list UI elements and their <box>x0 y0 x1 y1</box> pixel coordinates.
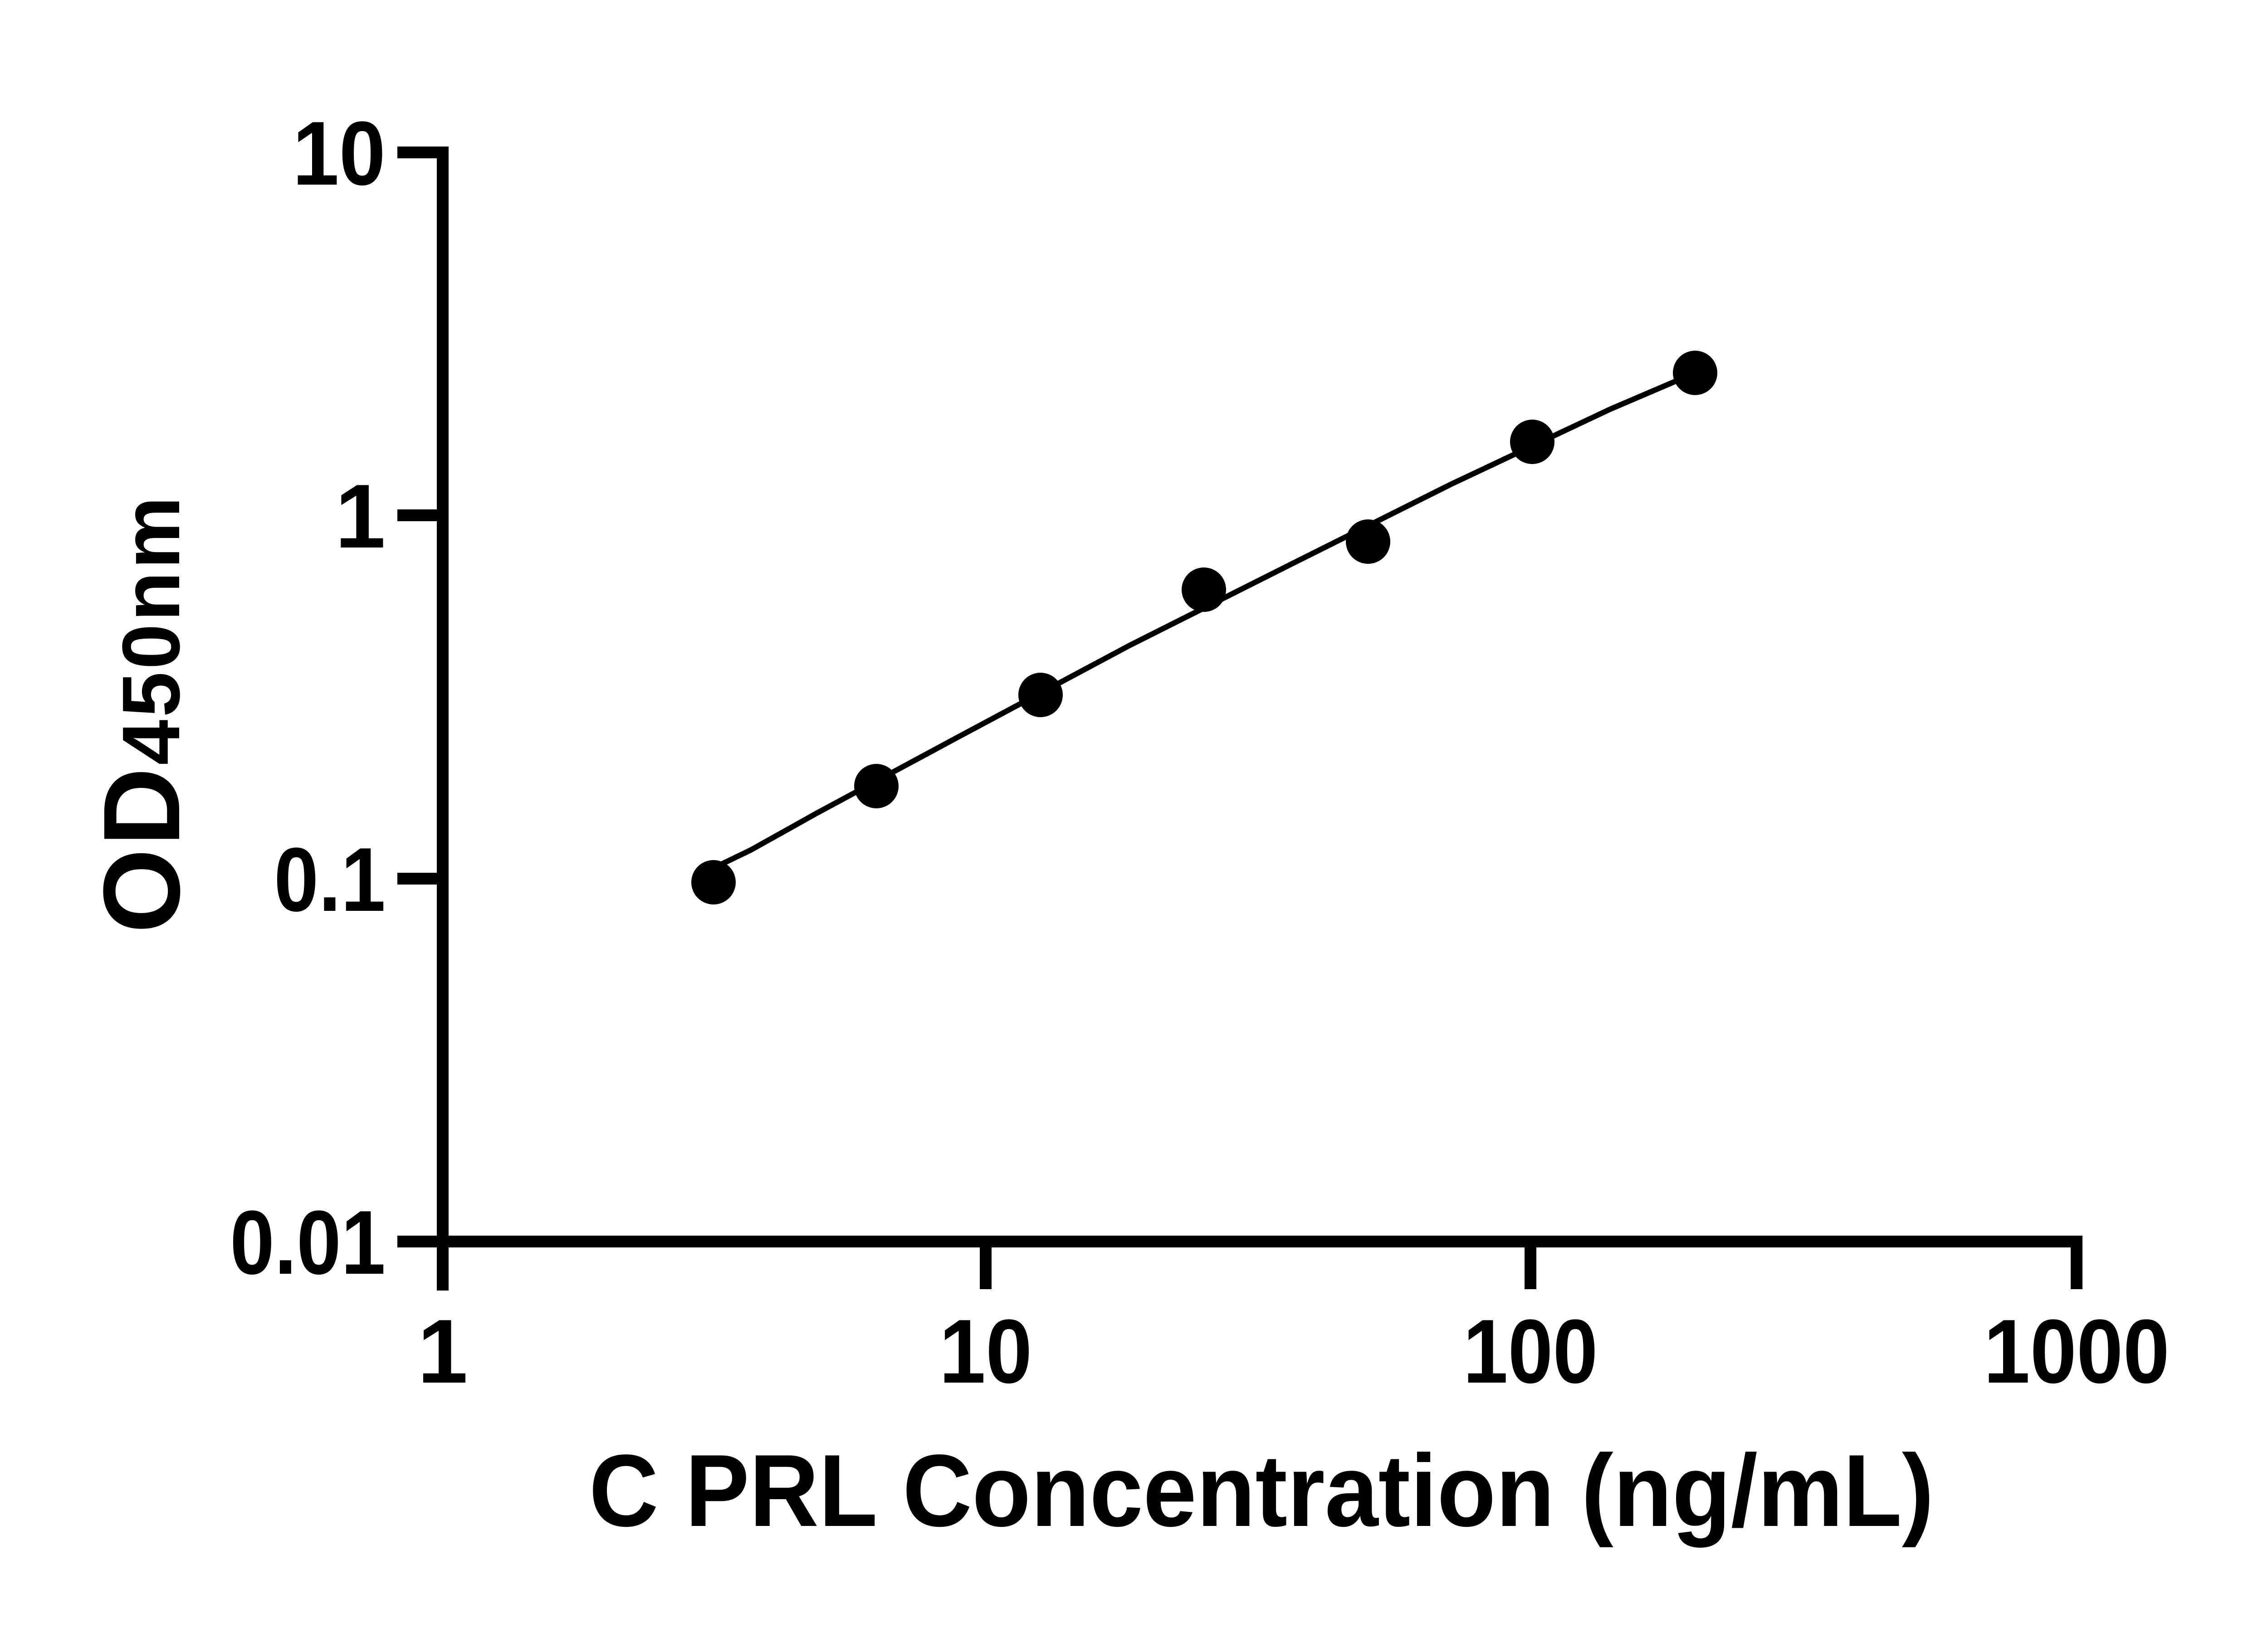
svg-text:C PRL Concentration (ng/mL): C PRL Concentration (ng/mL) <box>589 1433 1934 1548</box>
svg-text:100: 100 <box>1463 1301 1598 1402</box>
svg-text:0.1: 0.1 <box>274 829 386 930</box>
svg-text:10: 10 <box>939 1301 1032 1402</box>
svg-text:10: 10 <box>293 103 386 204</box>
svg-text:1: 1 <box>335 466 386 567</box>
svg-text:1: 1 <box>417 1301 468 1402</box>
svg-text:1000: 1000 <box>1984 1301 2170 1402</box>
svg-text:0.01: 0.01 <box>230 1192 386 1293</box>
svg-text:OD450nm: OD450nm <box>81 497 202 934</box>
